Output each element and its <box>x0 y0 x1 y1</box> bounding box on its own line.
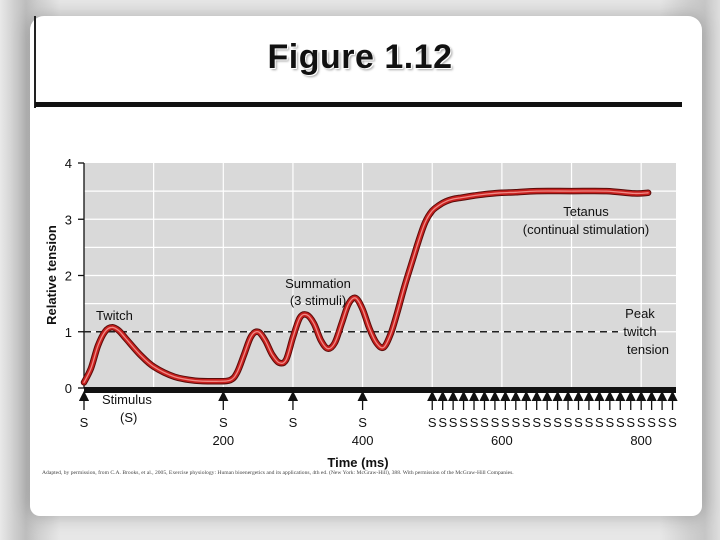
stimulus-label: S <box>491 415 500 430</box>
stimulus-label: S <box>658 415 667 430</box>
stimulus-label: S <box>585 415 594 430</box>
stimulus-label: S <box>358 415 367 430</box>
stimulus-label: S <box>480 415 489 430</box>
annotation-stimulus: Stimulus <box>102 392 152 407</box>
stimulus-label: S <box>511 415 520 430</box>
annotation-tetanus: Tetanus <box>563 204 609 219</box>
y-tick-label: 4 <box>65 156 72 171</box>
axes: 0 1 2 3 4 200 400 600 800 <box>65 156 676 448</box>
stimulus-label: S <box>532 415 541 430</box>
stimulus-label: S <box>626 415 635 430</box>
stimulus-label: S <box>574 415 583 430</box>
stimulus-label: S <box>459 415 468 430</box>
stimulus-label: S <box>428 415 437 430</box>
title-underline-rule <box>35 102 682 107</box>
stimulus-label: S <box>564 415 573 430</box>
figure-credit: Adapted, by permission, from C.A. Brooks… <box>42 470 514 476</box>
stimulus-label: S <box>647 415 656 430</box>
stimulus-label: S <box>438 415 447 430</box>
stimulus-label: S <box>637 415 646 430</box>
y-axis-label: Relative tension <box>44 225 59 325</box>
y-tick-label: 0 <box>65 381 72 396</box>
stimulus-label: S <box>595 415 604 430</box>
stimulus-label: S <box>289 415 298 430</box>
y-tick-label: 1 <box>65 325 72 340</box>
annotation-twitch: Twitch <box>96 308 133 323</box>
annotation-summation-sub: (3 stimuli) <box>290 293 346 308</box>
y-tick-label: 2 <box>65 269 72 284</box>
stimulus-label: S <box>501 415 510 430</box>
title-left-rule <box>34 16 36 108</box>
stimulus-label: S <box>449 415 458 430</box>
x-tick-label: 600 <box>491 433 513 448</box>
x-tick-label: 200 <box>212 433 234 448</box>
annotation-peak-twitch: twitch <box>623 324 656 339</box>
stimulus-label: S <box>616 415 625 430</box>
x-axis-bar <box>84 387 676 393</box>
stimulus-label: S <box>668 415 677 430</box>
stimulus-label: S <box>553 415 562 430</box>
annotation-stimulus-sub: (S) <box>120 410 137 425</box>
annotation-tetanus-sub: (continual stimulation) <box>523 222 649 237</box>
tension-curve-group <box>80 187 652 386</box>
slide-title: Figure 1.12 <box>267 38 453 76</box>
stimulus-label: S <box>543 415 552 430</box>
x-tick-label: 800 <box>630 433 652 448</box>
y-tick-label: 3 <box>65 212 72 227</box>
stimulus-label: S <box>80 415 89 430</box>
x-axis-label: Time (ms) <box>327 455 388 470</box>
stimulus-label: S <box>219 415 228 430</box>
annotation-summation: Summation <box>285 276 351 291</box>
stimulus-label: S <box>470 415 479 430</box>
stimulus-label: S <box>605 415 614 430</box>
annotation-peak: Peak <box>625 306 655 321</box>
x-tick-label: 400 <box>352 433 374 448</box>
tension-curve-highlight <box>83 190 649 384</box>
stimulus-label: S <box>522 415 531 430</box>
annotation-peak-tension: tension <box>627 342 669 357</box>
